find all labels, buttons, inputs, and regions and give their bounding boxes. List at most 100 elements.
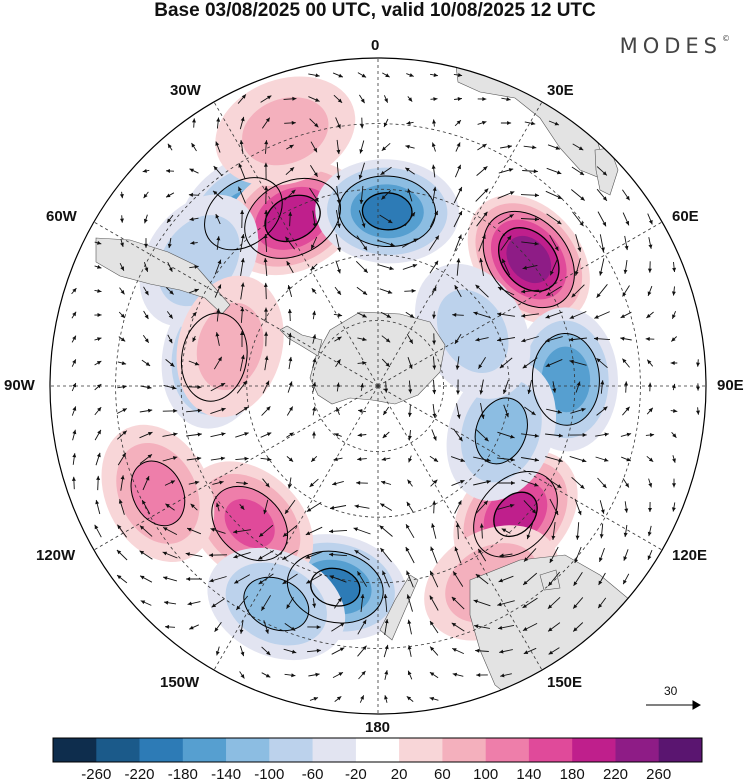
lon-label-150w: 150W — [160, 674, 200, 691]
wind-arrow — [379, 214, 393, 224]
colorbar-segment — [53, 738, 97, 762]
wind-arrow — [238, 186, 246, 204]
wind-arrow — [452, 672, 464, 677]
wind-arrow — [545, 190, 563, 200]
wind-arrow — [429, 646, 439, 656]
brand-name: MODES — [619, 34, 722, 58]
wind-arrow — [360, 594, 365, 612]
wind-arrow — [527, 379, 532, 395]
wind-arrow — [117, 361, 127, 365]
wind-arrow — [477, 143, 487, 151]
wind-arrow — [456, 258, 461, 276]
wind-arrow — [407, 479, 413, 487]
wind-arrow — [431, 523, 437, 539]
lat-circle — [246, 254, 510, 518]
colorbar-segment — [572, 738, 616, 762]
contour — [180, 312, 248, 402]
wind-arrow — [574, 258, 581, 276]
wind-arrow — [454, 546, 462, 564]
wind-arrow — [622, 358, 630, 368]
wind-arrow — [312, 431, 316, 439]
wind-arrow — [384, 695, 388, 703]
wind-arrow — [214, 284, 222, 298]
wind-arrow — [233, 551, 251, 559]
wind-arrow — [238, 163, 246, 179]
wind-arrow — [96, 475, 101, 491]
wind-arrow — [261, 406, 271, 416]
wind-arrow — [478, 234, 486, 252]
wind-arrow — [262, 478, 270, 488]
wind-arrow — [141, 499, 151, 515]
wind-arrow — [309, 478, 319, 488]
wind-arrow — [282, 549, 298, 561]
wind-arrow — [672, 455, 676, 463]
wind-arrow — [329, 505, 347, 510]
wind-arrow — [166, 311, 174, 319]
wind-arrow — [380, 480, 392, 485]
wind-arrow — [432, 119, 436, 127]
wind-arrow — [545, 358, 563, 368]
wind-arrow — [570, 407, 586, 414]
wind-arrow — [286, 406, 294, 416]
wind-arrow — [357, 337, 367, 342]
wind-arrow — [521, 457, 539, 462]
wind-arrow — [71, 382, 77, 392]
wind-arrow — [167, 334, 173, 344]
wind-arrow — [140, 385, 152, 390]
wind-arrow — [429, 210, 439, 228]
wind-arrow — [189, 288, 199, 294]
wind-arrow — [453, 186, 463, 204]
wind-arrow — [162, 527, 178, 535]
wind-arrow — [593, 336, 611, 341]
wind-arrow — [283, 96, 297, 101]
wind-arrow — [452, 571, 464, 587]
wind-arrow — [522, 622, 538, 632]
wind-arrow — [261, 117, 271, 129]
wind-arrow — [189, 168, 199, 174]
wind-arrow — [455, 522, 460, 540]
wind-arrow — [599, 523, 604, 539]
wind-arrow — [94, 524, 102, 538]
wind-arrow — [696, 407, 700, 415]
wind-arrow — [116, 549, 128, 561]
wind-arrow — [546, 408, 562, 414]
colorbar-segment — [355, 738, 400, 762]
wind-arrow — [357, 457, 367, 462]
colorbar-tick-label: -20 — [345, 766, 367, 783]
wind-arrow — [596, 406, 608, 416]
anomaly-band — [131, 461, 185, 526]
wind-arrow — [329, 575, 347, 583]
meridian-line — [377, 221, 663, 387]
wind-arrow — [430, 97, 438, 101]
contour — [498, 227, 560, 292]
wind-arrow — [357, 645, 367, 657]
wind-arrow — [429, 595, 439, 611]
wind-arrow — [432, 333, 437, 345]
colorbar-tick-label: -180 — [167, 766, 198, 783]
wind-arrow — [165, 503, 175, 511]
wind-arrow — [545, 433, 563, 438]
wind-arrow — [501, 528, 511, 534]
wind-arrow — [671, 383, 676, 391]
wind-arrow — [475, 648, 489, 653]
meridian-line — [93, 385, 379, 551]
lon-label-120w: 120W — [36, 547, 76, 564]
wind-arrow — [429, 455, 439, 463]
wind-arrow — [286, 597, 294, 609]
wind-arrow — [648, 237, 653, 249]
wind-arrow — [335, 359, 341, 367]
wind-arrow — [186, 432, 202, 437]
wind-arrow — [431, 164, 436, 178]
wind-arrow — [547, 144, 561, 150]
wind-arrow — [622, 189, 630, 201]
anomaly-band — [265, 195, 321, 242]
wind-arrow — [620, 336, 632, 341]
wind-arrow — [647, 213, 653, 225]
wind-arrow — [162, 408, 178, 413]
wind-arrow — [380, 311, 392, 319]
contour — [493, 491, 538, 538]
wind-arrow — [429, 570, 439, 588]
wind-arrow — [497, 431, 515, 439]
wind-arrow — [360, 117, 364, 129]
